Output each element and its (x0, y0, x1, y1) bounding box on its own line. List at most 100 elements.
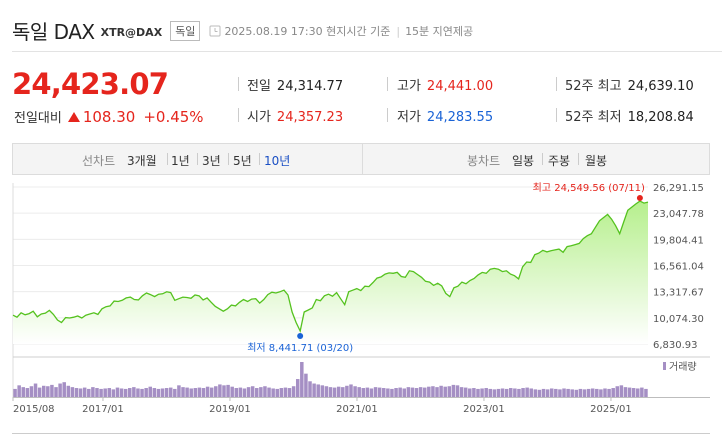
period-tab-1y[interactable]: 1년 (171, 154, 190, 168)
candle-tab-monthly[interactable]: 월봉 (585, 154, 608, 168)
volume-bar (144, 388, 148, 397)
volume-bar (152, 388, 157, 397)
current-price: 24,423.07 (12, 67, 169, 101)
volume-bar (103, 388, 107, 397)
volume-bar (209, 387, 214, 397)
volume-bar (500, 388, 505, 397)
volume-bar (418, 387, 423, 397)
volume-bar (160, 388, 165, 397)
volume-bar (193, 388, 198, 397)
volume-bar (406, 387, 411, 397)
volume-bar (341, 387, 345, 397)
volume-bar (640, 387, 644, 397)
volume-bar (91, 387, 95, 397)
volume-bar (230, 386, 234, 397)
volume-bar (369, 388, 374, 397)
index-title: 독일 DAX (12, 19, 95, 44)
period-tab-5y[interactable]: 5년 (233, 154, 252, 168)
volume-bar (115, 387, 120, 397)
volume-bar (66, 385, 71, 397)
delay-notice: 15분 지연제공 (405, 25, 474, 38)
price-area (13, 201, 648, 344)
volume-bar (439, 385, 443, 397)
volume-bar (394, 388, 398, 397)
volume-bar (431, 386, 435, 397)
volume-bar (185, 387, 189, 397)
volume-bar (468, 388, 472, 397)
stat-value: 18,208.84 (627, 110, 694, 125)
volume-bar (242, 388, 247, 397)
volume-bar (529, 388, 533, 397)
clock-icon (209, 25, 221, 37)
x-tick-label: 2025/01 (590, 404, 632, 415)
stat-value: 24,441.00 (426, 79, 494, 94)
volume-bar (513, 388, 517, 397)
volume-bar (525, 387, 529, 397)
period-tab-3y[interactable]: 3년 (202, 154, 221, 168)
volume-bar (599, 389, 603, 397)
stat-divider (238, 77, 239, 91)
volume-bar (201, 388, 206, 397)
volume-bar (377, 387, 382, 397)
volume-bar (554, 388, 558, 397)
volume-bar (607, 388, 611, 397)
stat-divider (556, 77, 557, 91)
tab-divider (228, 153, 229, 165)
volume-bar (476, 388, 480, 397)
volume-bar (287, 388, 292, 397)
volume-bar (578, 388, 583, 397)
stat-52w-low: 52주 최저 18,208.84 (565, 106, 694, 125)
tab-divider (259, 153, 260, 165)
volume-bar (574, 389, 579, 397)
volume-bar (537, 389, 542, 397)
candle-chart-label: 봉차트 (467, 154, 501, 168)
volume-bar (480, 388, 484, 397)
header-divider-line (12, 51, 722, 52)
period-tab-3m[interactable]: 3개월 (127, 154, 157, 168)
volume-bar (422, 387, 427, 397)
max-point-marker (636, 195, 643, 202)
stat-low: 저가 24,283.55 (397, 106, 493, 125)
volume-bar (328, 387, 333, 397)
volume-bar (246, 387, 251, 397)
price-change: 전일대비 108.30 +0.45% (14, 107, 204, 127)
volume-bar (562, 388, 566, 397)
volume-bar (46, 386, 50, 397)
volume-bar (87, 388, 91, 397)
country-badge: 독일 (170, 21, 201, 41)
volume-bar (463, 387, 468, 397)
candle-tab-daily[interactable]: 일봉 (512, 154, 535, 168)
volume-bar (214, 386, 218, 397)
volume-bar (304, 373, 308, 397)
stat-label: 저가 (397, 110, 421, 125)
volume-bar (82, 387, 87, 397)
volume-bar (533, 389, 538, 397)
candle-tab-weekly[interactable]: 주봉 (548, 154, 571, 168)
volume-bar (58, 383, 62, 397)
volume-bar (509, 388, 513, 397)
stat-high: 고가 24,441.00 (397, 75, 493, 94)
stat-value: 24,314.77 (276, 79, 344, 94)
max-price-label: 최고 24,549.56 (07/11) (533, 182, 645, 194)
volume-bar (345, 385, 349, 397)
volume-bar (336, 386, 341, 397)
volume-bar (226, 384, 230, 397)
volume-bar (255, 388, 259, 397)
change-label: 전일대비 (14, 111, 62, 126)
y-tick-label: 16,561.04 (653, 262, 704, 273)
bottom-divider (12, 433, 710, 434)
volume-bar (590, 388, 595, 397)
up-arrow-icon (67, 111, 80, 122)
volume-bar (558, 389, 562, 397)
volume-bar (414, 388, 419, 397)
price-line (12, 200, 649, 334)
period-tab-10y[interactable]: 10년 (264, 154, 291, 168)
volume-bar (263, 386, 267, 397)
stat-prev-close: 전일 24,314.77 (247, 75, 343, 94)
volume-bar (50, 384, 54, 397)
stat-divider (387, 77, 388, 91)
volume-bar (136, 388, 140, 397)
volume-bar (398, 387, 402, 397)
volume-bar (549, 388, 554, 397)
volume-bar (496, 388, 501, 397)
